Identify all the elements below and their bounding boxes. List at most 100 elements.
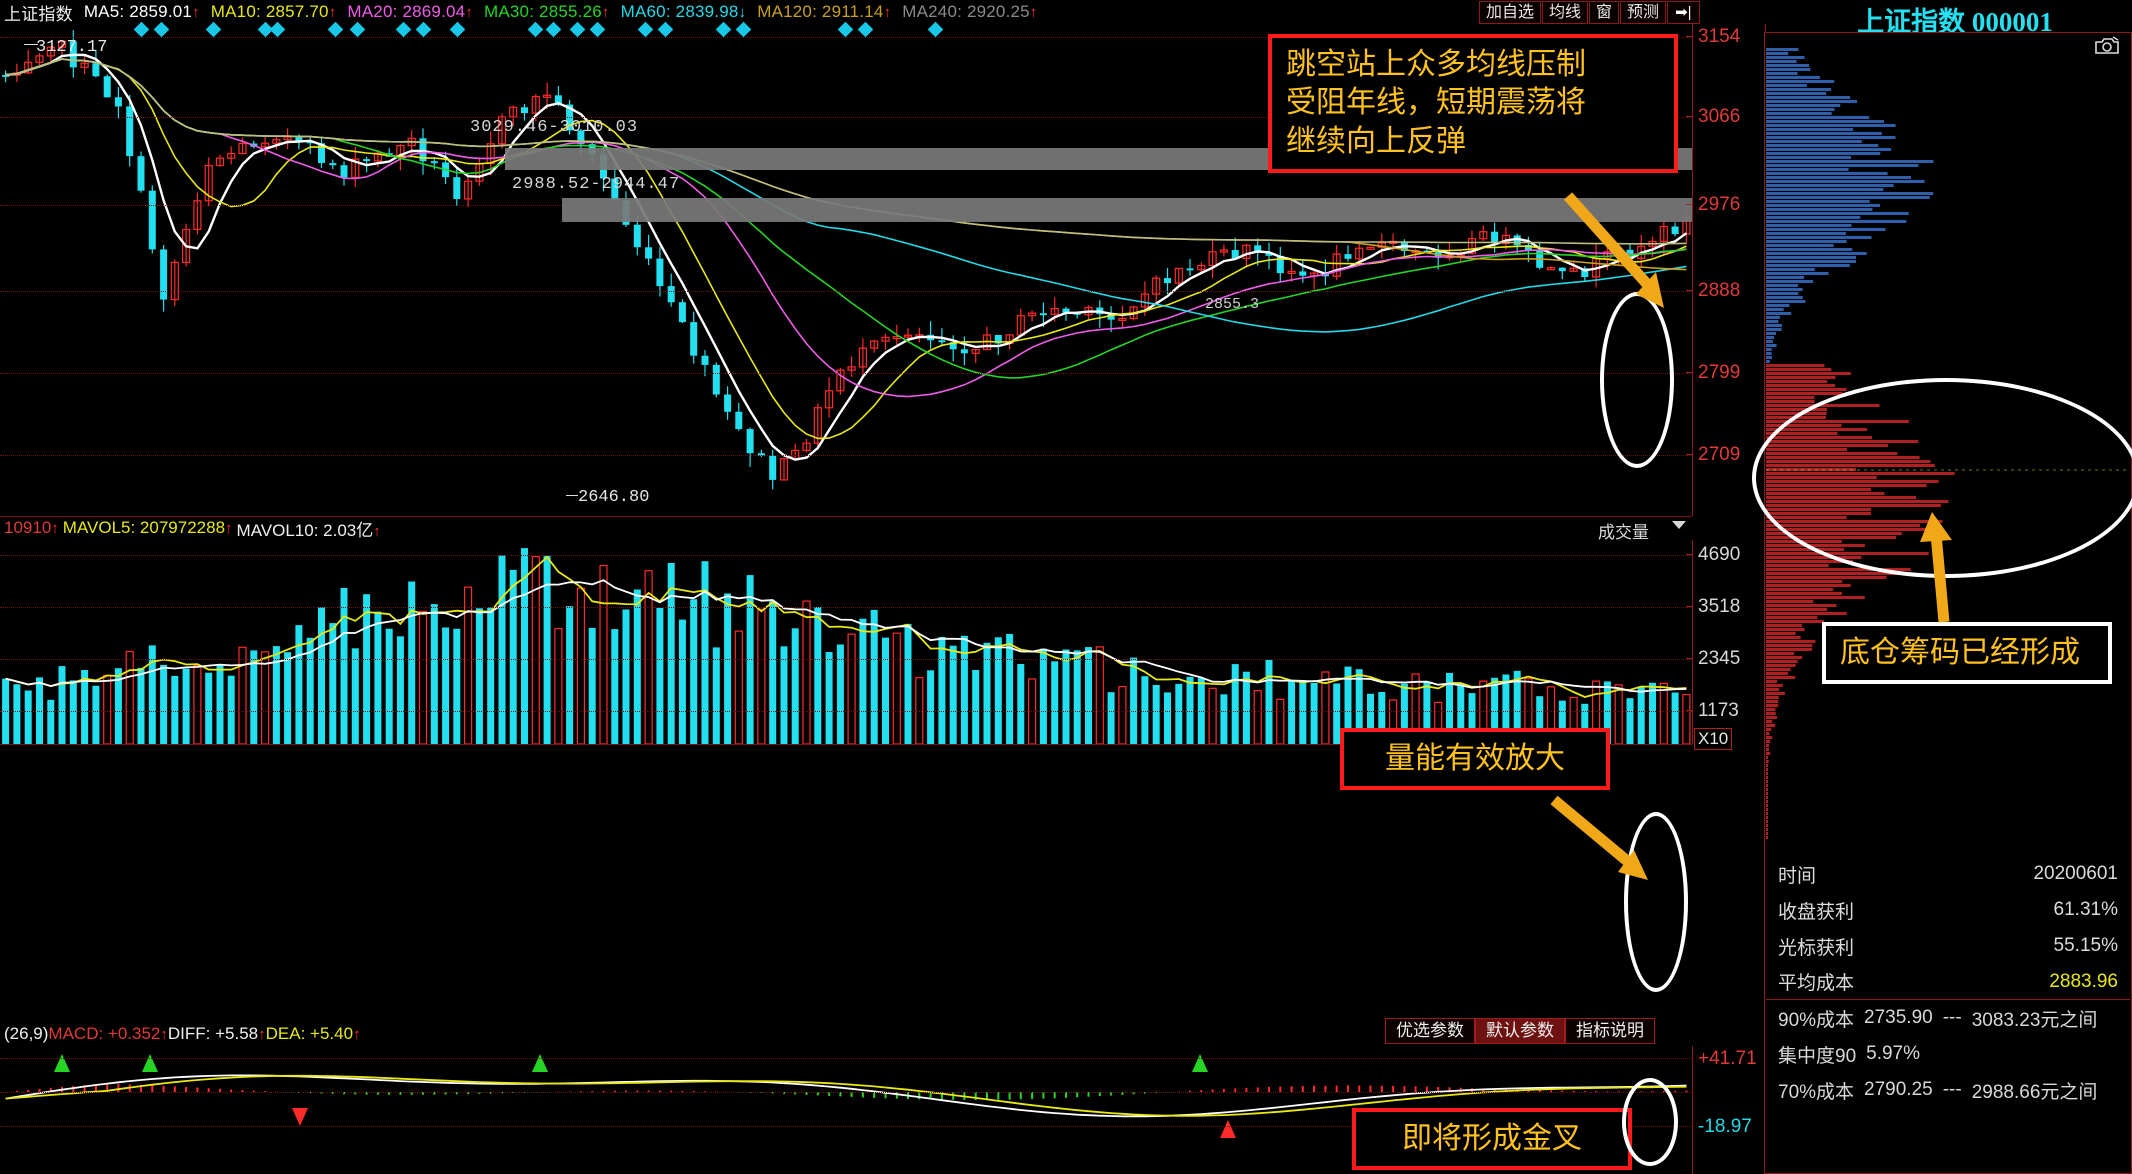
macd-chart-svg (5, 1054, 1688, 1138)
vol-item: 10910↑ (4, 518, 59, 537)
row-label: 70%成本 (1778, 1081, 1855, 1103)
up-arrow-icon: ↑ (883, 4, 892, 21)
price-label-low: 2646.80 (578, 488, 650, 507)
row-dash: --- (1942, 1007, 1962, 1028)
chevron-down-icon[interactable] (1672, 521, 1686, 529)
down-arrow-icon: ↓ (738, 4, 747, 21)
row-value: 5.97% (1866, 1043, 1921, 1064)
row-range-high: 3083.23元之间 (1971, 1009, 2098, 1031)
up-arrow-icon: ↑ (225, 520, 233, 537)
callout-volume-expanded: 量能有效放大 (1340, 728, 1610, 791)
price-label-high: 3127.17 (36, 38, 108, 57)
axis-tick (1686, 372, 1693, 373)
table-row: 集中度90 5.97% (1766, 1036, 2130, 1072)
add-watchlist-button[interactable]: 加自选 (1479, 1, 1542, 24)
axis-tick (1686, 454, 1693, 455)
indicator-help-button[interactable]: 指标说明 (1565, 1018, 1655, 1044)
scroll-end-button[interactable]: ➡| (1667, 1, 1700, 24)
table-row: 收盘获利 61.31% (1766, 892, 2130, 928)
price-axis-label: 2976 (1698, 194, 1741, 215)
macd-gridline (0, 1126, 1692, 1127)
arrow-to-volume (1550, 795, 1648, 880)
highlight-ellipse-macd (1622, 1078, 1678, 1166)
price-axis-label: 2709 (1698, 444, 1741, 465)
macd-gridline (0, 1058, 1692, 1059)
price-gridline (0, 37, 1692, 38)
volume-gridline (0, 607, 1692, 608)
volume-axis-label: 1173 (1698, 700, 1739, 721)
chip-data-table: 时间 20200601 收盘获利 61.31% 光标获利 55.15% 平均成本 2883.9… (1766, 856, 2130, 1108)
price-axis-label: 2888 (1698, 280, 1741, 301)
ma-info-bar: 上证指数 MA5: 2859.01↑ MA10: 2857.70↑ MA20: 286… (0, 0, 1680, 24)
macd-item-macd: MACD: +0.352↑ (48, 1024, 168, 1043)
volume-chart-svg (2, 548, 1691, 744)
axis-tick (1686, 116, 1693, 117)
volume-gridline (0, 711, 1692, 712)
price-label-low-leader (566, 495, 578, 496)
volume-gridline (0, 555, 1692, 556)
axis-tick (1686, 290, 1693, 291)
up-arrow-icon: ↑ (373, 522, 381, 540)
volume-multiplier-label: X10 (1694, 728, 1733, 750)
up-arrow-icon: ↑ (601, 4, 610, 21)
axis-tick (1686, 710, 1693, 711)
table-row: 时间 20200601 (1766, 856, 2130, 892)
resistance-band-label-upper: 3029.46-3010.03 (470, 118, 639, 137)
up-arrow-icon: ↑ (160, 1026, 168, 1043)
volume-info-bar: 10910↑ MAVOL5: 207972288↑ MAVOL10: 2.03亿↑ (0, 516, 1692, 540)
price-gridline (0, 117, 1692, 118)
table-row: 70%成本 2790.25 --- 2988.66元之间 (1766, 1072, 2130, 1108)
volume-axis-label: 2345 (1698, 648, 1741, 669)
vol-item: MAVOL5: 207972288↑ (62, 518, 233, 537)
volume-pane[interactable] (0, 540, 1692, 745)
row-value: 20200601 (2033, 863, 2118, 884)
row-range-high: 2988.66元之间 (1971, 1081, 2098, 1103)
axis-tick (1686, 36, 1693, 37)
price-axis-label: 3154 (1698, 26, 1741, 47)
price-label-current: 2855.3 (1205, 296, 1260, 313)
moving-average-button[interactable]: 均线 (1542, 1, 1589, 24)
forecast-button[interactable]: 预测 (1620, 1, 1667, 24)
volume-indicator-selector[interactable]: 成交量 (1598, 523, 1649, 542)
price-axis: 3154 3066 2976 2888 2799 2709 (1686, 24, 1766, 516)
macd-item-diff: DIFF: +5.58↑ (167, 1024, 266, 1043)
macd-param-buttons[interactable]: 优选参数 默认参数 指标说明 (1385, 1018, 1655, 1044)
ma-item-ma120: MA120: 2911.14↑ (757, 2, 892, 21)
macd-params: (26,9) (4, 1024, 49, 1043)
volume-axis-label: 3518 (1698, 596, 1741, 617)
symbol-name: 上证指数 (4, 4, 73, 24)
table-row: 光标获利 55.15% (1766, 928, 2130, 964)
row-range-low: 2735.90 (1864, 1007, 1933, 1028)
callout-golden-cross: 即将形成金叉 (1352, 1108, 1632, 1171)
highlight-ellipse-volume (1624, 812, 1688, 992)
camera-icon[interactable] (2094, 36, 2120, 56)
price-gridline (0, 291, 1692, 292)
axis-tick (1686, 554, 1693, 555)
price-gridline (0, 455, 1692, 456)
row-label: 集中度90 (1778, 1045, 1857, 1067)
price-gridline (0, 373, 1692, 374)
axis-tick (1686, 606, 1693, 607)
vol-item: MAVOL10: 2.03亿↑ (236, 520, 381, 540)
row-value: 61.31% (2053, 899, 2118, 920)
default-params-button[interactable]: 默认参数 (1475, 1018, 1565, 1044)
volume-axis: 4690 3518 2345 1173 (1686, 540, 1766, 744)
row-label: 90%成本 (1778, 1009, 1855, 1031)
window-button[interactable]: 窗 (1589, 1, 1620, 24)
up-arrow-icon: ↑ (353, 1026, 361, 1043)
macd-info-bar: (26,9) MACD: +0.352↑ DIFF: +5.58↑ DEA: +5.4… (0, 1022, 1692, 1046)
volume-axis-label: 4690 (1698, 544, 1741, 565)
row-range-low: 2790.25 (1864, 1079, 1933, 1100)
table-row: 平均成本 2883.96 (1766, 964, 2130, 1000)
price-axis-label: 3066 (1698, 106, 1741, 127)
macd-axis: +41.71 -18.97 (1692, 1046, 1765, 1174)
row-key: 时间 (1778, 865, 1817, 887)
chart-toolbar[interactable]: 加自选 均线窗预测 ➡| (1479, 1, 1701, 24)
preferred-params-button[interactable]: 优选参数 (1385, 1018, 1475, 1044)
ma-item-ma240: MA240: 2920.25↑ (902, 2, 1038, 21)
row-value: 55.15% (2053, 935, 2118, 956)
volume-gridline (0, 659, 1692, 660)
row-key: 平均成本 (1778, 973, 1855, 994)
row-value: 2883.96 (2049, 970, 2118, 992)
